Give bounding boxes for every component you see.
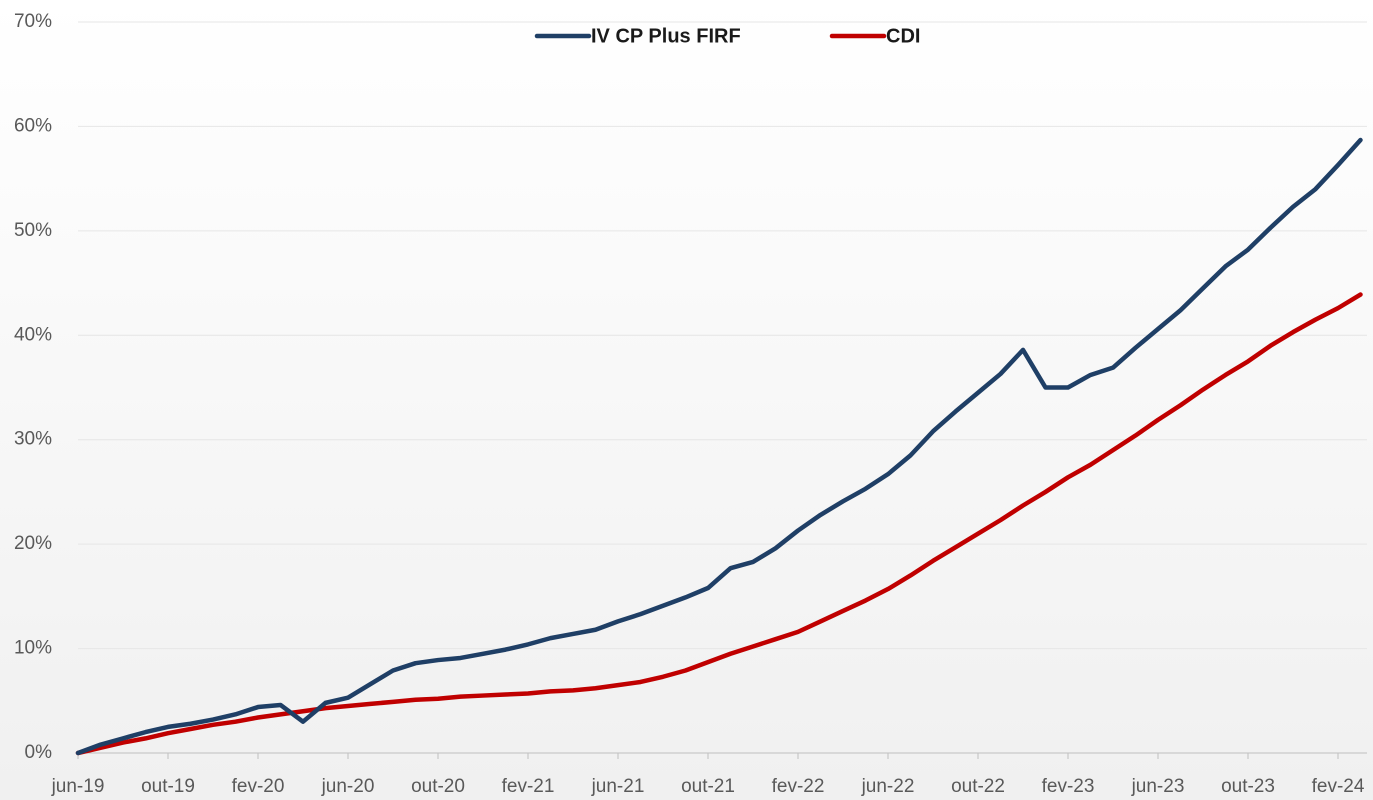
x-tick-label: fev-20	[232, 776, 285, 797]
x-tick-label: fev-21	[502, 776, 555, 797]
x-tick-label: jun-22	[861, 776, 915, 797]
y-tick-label: 30%	[14, 429, 52, 450]
x-tick-label: fev-23	[1042, 776, 1095, 797]
y-tick-label: 40%	[14, 324, 52, 345]
y-tick-label: 50%	[14, 220, 52, 241]
legend-label: IV CP Plus FIRF	[591, 25, 741, 47]
y-tick-label: 70%	[14, 11, 52, 32]
y-tick-label: 60%	[14, 115, 52, 136]
x-tick-label: out-19	[141, 776, 195, 797]
x-tick-label: out-23	[1221, 776, 1275, 797]
line	[75, 137, 1363, 756]
y-tick-label: 10%	[14, 638, 52, 659]
x-tick-label: jun-19	[51, 776, 105, 797]
y-tick-label: 0%	[25, 742, 53, 763]
x-tick-label: jun-21	[591, 776, 645, 797]
x-tick-label: out-22	[951, 776, 1005, 797]
x-tick-label: out-21	[681, 776, 735, 797]
y-tick-label: 20%	[14, 533, 52, 554]
x-tick-label: jun-20	[321, 776, 375, 797]
x-tick-label: jun-23	[1131, 776, 1185, 797]
x-tick-label: out-20	[411, 776, 465, 797]
legend-label: CDI	[886, 25, 920, 47]
x-tick-label: fev-22	[772, 776, 825, 797]
x-tick-label: fev-24	[1312, 776, 1365, 797]
